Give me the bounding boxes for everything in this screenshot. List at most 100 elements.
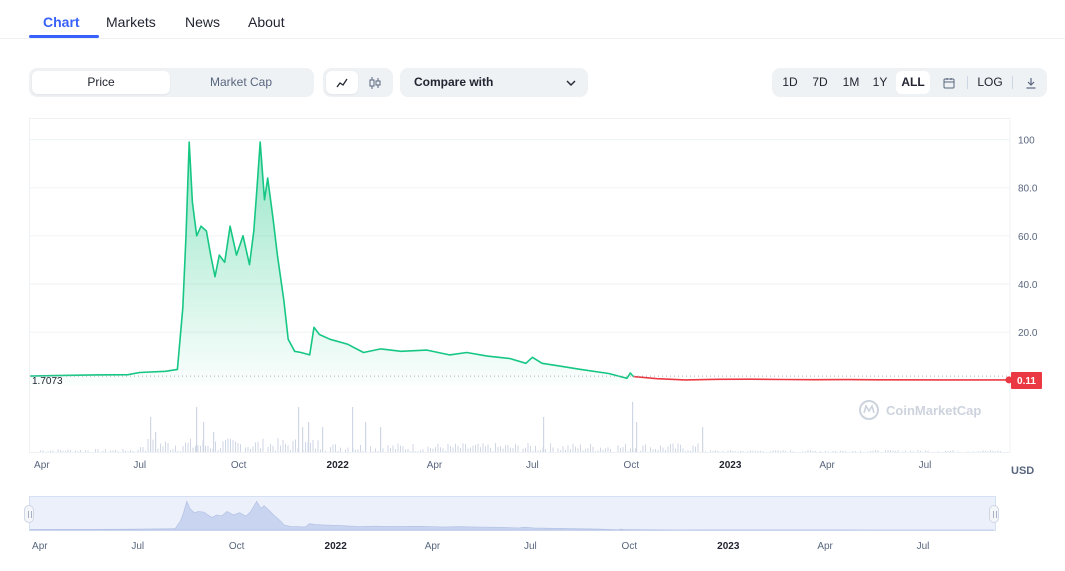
volume-bar <box>372 451 374 452</box>
volume-bar <box>170 450 171 452</box>
volume-bar <box>502 448 504 452</box>
x-tick-label: Oct <box>231 460 247 471</box>
volume-bar <box>122 449 124 452</box>
volume-bar <box>155 432 157 452</box>
volume-bar <box>160 443 161 452</box>
volume-bar <box>722 450 724 452</box>
volume-bar <box>917 450 919 452</box>
volume-bar <box>62 450 64 452</box>
volume-bar <box>772 450 774 452</box>
market-cap-button[interactable]: Market Cap <box>209 75 273 89</box>
price-button[interactable]: Price <box>32 71 170 94</box>
volume-bar <box>292 440 294 452</box>
volume-bar <box>312 439 314 452</box>
volume-bar <box>232 440 234 452</box>
volume-bar <box>412 444 414 452</box>
volume-bar <box>517 445 519 452</box>
volume-bar <box>777 450 779 452</box>
range-all-button[interactable]: ALL <box>896 71 930 94</box>
volume-bar <box>130 450 131 452</box>
volume-bar <box>760 450 761 452</box>
volume-bar <box>920 450 921 452</box>
volume-bar <box>112 450 114 452</box>
range-7d-button[interactable]: 7D <box>812 75 828 89</box>
volume-bar <box>607 447 609 452</box>
volume-bar <box>222 441 224 452</box>
navigator-x-tick-label: Jul <box>524 541 537 552</box>
navigator-x-tick-label: Apr <box>817 541 833 552</box>
volume-bar <box>382 448 384 452</box>
range-1d-button[interactable]: 1D <box>782 75 798 89</box>
calendar-button[interactable] <box>938 71 960 94</box>
volume-bar <box>117 451 119 452</box>
volume-bar <box>157 448 159 452</box>
range-1y-button[interactable]: 1Y <box>872 75 888 89</box>
volume-bar <box>235 441 236 452</box>
volume-bar <box>415 451 416 452</box>
volume-bar <box>145 450 146 452</box>
volume-bar <box>537 450 539 452</box>
price-chart[interactable]: Apr Jul Oct 2022 Apr Jul Oct 2023 Apr Jul 20.0 40.… <box>0 0 1065 480</box>
price-line-down <box>633 375 1009 381</box>
volume-bar <box>630 448 631 452</box>
volume-bar <box>815 450 816 452</box>
volume-bar <box>450 446 451 452</box>
volume-bar <box>990 450 991 452</box>
compare-with-dropdown[interactable]: Compare with <box>400 68 588 97</box>
volume-bar <box>672 443 674 452</box>
volume-bar <box>500 446 501 452</box>
range-1m-button[interactable]: 1M <box>842 75 860 89</box>
volume-bar <box>447 443 449 452</box>
candlestick-button[interactable] <box>359 71 391 94</box>
volume-bar <box>992 450 994 452</box>
volume-bar <box>298 407 300 452</box>
time-range-selector: 1D 7D 1M 1Y ALL LOG <box>772 68 1047 97</box>
volume-bar <box>507 445 509 452</box>
log-scale-button[interactable]: LOG <box>977 75 1003 89</box>
volume-bar <box>597 450 599 452</box>
x-tick-label: Jul <box>526 460 539 471</box>
tab-about[interactable]: About <box>248 14 285 30</box>
range-divider <box>967 76 968 89</box>
volume-bar <box>617 445 619 452</box>
top-tabs: Chart Markets News About <box>0 0 1065 39</box>
tab-news[interactable]: News <box>185 14 221 30</box>
volume-bar <box>200 445 201 452</box>
volume-bar <box>417 451 419 452</box>
volume-bar <box>467 448 469 452</box>
volume-bar <box>635 448 636 452</box>
volume-bar <box>315 448 316 452</box>
tab-chart[interactable]: Chart <box>43 14 80 30</box>
volume-bar <box>110 450 111 452</box>
x-tick-label: 2023 <box>719 460 742 471</box>
volume-bar <box>402 446 404 452</box>
volume-bar <box>820 451 821 452</box>
navigator-right-handle[interactable] <box>989 505 999 523</box>
volume-bar <box>465 444 466 452</box>
volume-bar <box>762 451 764 452</box>
volume-bar <box>407 448 409 452</box>
tab-markets[interactable]: Markets <box>106 14 156 30</box>
volume-bar <box>422 449 424 452</box>
volume-bar <box>950 450 951 452</box>
volume-bar <box>780 451 781 452</box>
navigator-x-tick-label: 2022 <box>325 541 348 552</box>
line-chart-button[interactable] <box>326 71 358 94</box>
volume-bar <box>360 444 361 452</box>
download-button[interactable] <box>1019 71 1043 94</box>
volume-bar <box>937 451 939 452</box>
candlestick-icon <box>369 77 381 89</box>
navigator-left-handle[interactable] <box>24 505 34 523</box>
volume-bar <box>652 449 654 452</box>
volume-bar <box>702 427 704 452</box>
volume-bar <box>670 444 671 452</box>
volume-bar <box>357 449 359 452</box>
volume-bar <box>380 427 382 452</box>
volume-bar <box>165 441 166 452</box>
volume-bar <box>685 451 686 452</box>
range-navigator[interactable] <box>29 496 996 531</box>
volume-bar <box>710 450 711 452</box>
volume-bar <box>192 447 194 452</box>
volume-bar <box>792 451 794 452</box>
volume-bar <box>377 451 379 452</box>
